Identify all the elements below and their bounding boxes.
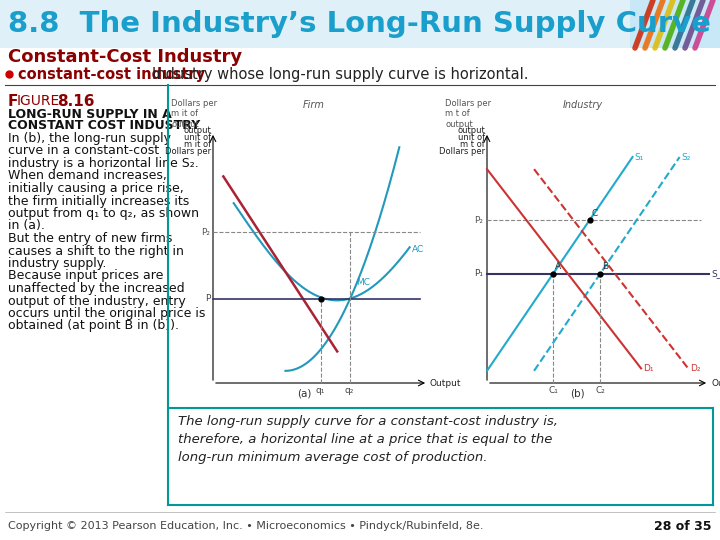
Text: Copyright © 2013 Pearson Education, Inc. • Microeconomics • Pindyck/Rubinfeld, 8: Copyright © 2013 Pearson Education, Inc.… (8, 521, 484, 531)
Text: 8.16: 8.16 (57, 94, 94, 109)
Text: B: B (602, 262, 608, 271)
Text: D₂: D₂ (690, 364, 701, 373)
Text: When demand increases,: When demand increases, (8, 170, 167, 183)
Bar (0, 0, 720, 48)
Text: occurs until the original price is: occurs until the original price is (8, 307, 205, 320)
Text: A: A (555, 262, 562, 271)
Text: Industry whose long-run supply curve is horizontal.: Industry whose long-run supply curve is … (152, 66, 528, 82)
Text: q₁: q₁ (316, 386, 325, 395)
Text: Output: Output (711, 379, 720, 388)
Text: output: output (457, 126, 485, 135)
Bar (630, 0, 720, 48)
Text: Dollars per
m t of
output: Dollars per m t of output (445, 99, 491, 129)
Text: unaffected by the increased: unaffected by the increased (8, 282, 184, 295)
Text: C₂: C₂ (595, 386, 606, 395)
Text: constant-cost industry: constant-cost industry (18, 66, 205, 82)
Text: F: F (8, 94, 19, 109)
Text: output from q₁ to q₂, as shown: output from q₁ to q₂, as shown (8, 207, 199, 220)
Text: m it of: m it of (184, 140, 211, 149)
Text: 28 of 35: 28 of 35 (654, 519, 712, 532)
Text: But the entry of new firms: But the entry of new firms (8, 232, 172, 245)
Text: 8.8  The Industry’s Long-Run Supply Curve: 8.8 The Industry’s Long-Run Supply Curve (8, 10, 711, 38)
Text: initially causing a price rise,: initially causing a price rise, (8, 182, 184, 195)
Text: The long-run supply curve for a constant-cost industry is,
therefore, a horizont: The long-run supply curve for a constant… (178, 415, 558, 464)
Text: the firm initially increases its: the firm initially increases its (8, 194, 189, 207)
Text: output of the industry, entry: output of the industry, entry (8, 294, 186, 307)
Text: m t of: m t of (460, 140, 485, 149)
Text: q₂: q₂ (345, 386, 354, 395)
Text: Dollars per: Dollars per (439, 147, 485, 156)
Text: MC: MC (356, 278, 370, 287)
Text: Output: Output (430, 379, 462, 388)
Text: P: P (204, 294, 210, 303)
Text: Dollars per
m it of
output: Dollars per m it of output (171, 99, 217, 129)
Text: industry is a horizontal line S₂.: industry is a horizontal line S₂. (8, 157, 199, 170)
Text: obtained (at point B in (b)).: obtained (at point B in (b)). (8, 320, 179, 333)
Text: P₂: P₂ (474, 215, 483, 225)
Text: (b): (b) (570, 389, 585, 399)
Text: causes a shift to the right in: causes a shift to the right in (8, 245, 184, 258)
Text: D₁: D₁ (643, 364, 654, 373)
Text: Firm: Firm (303, 100, 325, 110)
Text: unit of: unit of (184, 133, 211, 142)
Text: output: output (184, 126, 211, 135)
Text: In (b), the long-run supply: In (b), the long-run supply (8, 132, 171, 145)
Text: curve in a constant-cost: curve in a constant-cost (8, 145, 159, 158)
Text: (a): (a) (297, 389, 311, 399)
Text: Because input prices are: Because input prices are (8, 269, 163, 282)
Text: Constant-Cost Industry: Constant-Cost Industry (8, 48, 242, 66)
Text: S₁: S₁ (634, 152, 644, 161)
Text: S_L: S_L (711, 269, 720, 278)
Text: LONG-RUN SUPPLY IN A: LONG-RUN SUPPLY IN A (8, 108, 172, 121)
Text: C: C (592, 209, 598, 218)
Text: AC: AC (412, 245, 424, 254)
Text: Dollars per: Dollars per (165, 147, 211, 156)
Text: IGURE: IGURE (17, 94, 60, 108)
Text: C₁: C₁ (548, 386, 558, 395)
Text: CONSTANT COST INDUSTRY: CONSTANT COST INDUSTRY (8, 119, 200, 132)
Text: in (a).: in (a). (8, 219, 45, 233)
Text: S₂: S₂ (682, 152, 691, 161)
Text: industry supply.: industry supply. (8, 257, 107, 270)
Text: P₁: P₁ (474, 269, 483, 278)
Text: Industry: Industry (562, 100, 603, 110)
Text: unit of: unit of (458, 133, 485, 142)
Text: P₂: P₂ (201, 228, 210, 237)
